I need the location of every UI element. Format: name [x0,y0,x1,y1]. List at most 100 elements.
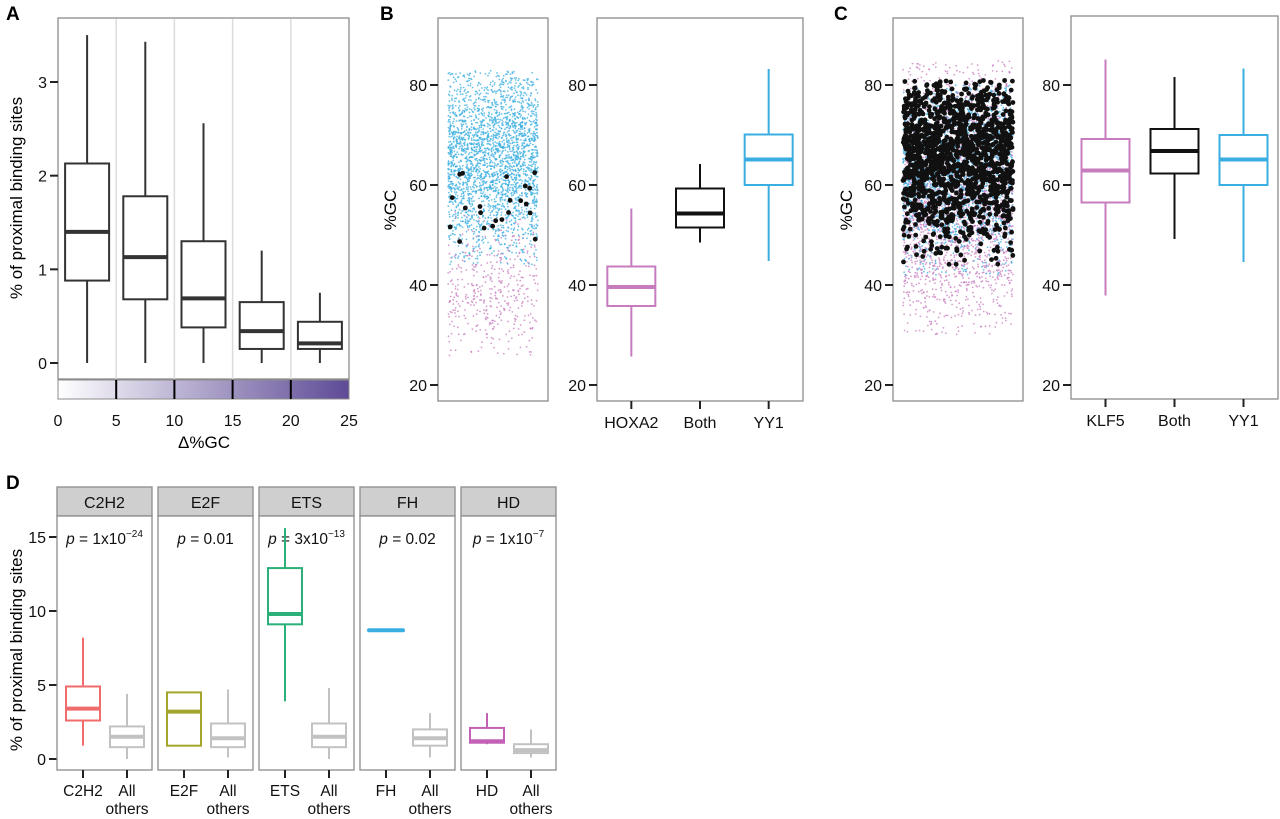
panel-b-scatter-point-yy1 [492,153,495,156]
panel-b-scatter-point-hoxa2 [499,288,502,291]
panel-b-scatter-point-yy1 [493,200,496,203]
panel-b-scatter-point-yy1 [471,134,474,137]
panel-b-scatter-point-yy1 [463,97,465,100]
panel-b-scatter-point-yy1 [473,168,475,171]
panel-b-scatter-point-hoxa2 [457,264,460,266]
panel-b-scatter-point-yy1 [489,140,492,142]
panel-b-scatter-point-yy1 [468,199,471,202]
panel-b-scatter-point-hoxa2 [475,301,477,304]
panel-b-scatter-point-yy1 [475,148,478,151]
panel-b-scatter-point-hoxa2 [503,308,506,310]
panel-c-scatter-point-klf5 [991,70,994,72]
panel-c-scatter-point-klf5 [958,270,960,273]
panel-b-scatter-point-yy1 [461,112,464,114]
panel-b-scatter-point-yy1 [520,206,523,209]
panel-b-scatter-point-hoxa2 [494,297,497,300]
panel-b-scatter-point-yy1 [532,81,534,84]
panel-c-scatter-point-klf5 [959,157,962,160]
panel-b-scatter-point-yy1 [532,151,534,154]
panel-b-scatter-point-yy1 [517,169,520,171]
panel-b-scatter-point-hoxa2 [485,318,487,321]
panel-c-scatter-point-klf5 [999,272,1001,274]
panel-b-scatter-point-yy1 [521,228,524,231]
panel-b-scatter-point-yy1 [476,146,479,148]
panel-b-scatter-point-yy1 [495,196,498,199]
panel-b-scatter-point-yy1 [500,101,503,104]
panel-b-scatter-point-yy1 [504,208,507,211]
panel-c-scatter-point-klf5 [958,260,961,262]
panel-c-scatter-ytick-label: 20 [864,378,882,395]
panel-b-scatter-point-hoxa2 [500,258,503,261]
panel-b-scatter-point-hoxa2 [453,296,456,299]
panel-b-scatter-point-yy1 [469,82,472,85]
panel-b-scatter-point-yy1 [456,126,459,129]
panel-b-scatter-point-yy1 [518,151,521,153]
panel-b-scatter-point-yy1 [532,134,534,137]
panel-b-scatter-point-yy1 [504,167,506,170]
panel-b-scatter-point-hoxa2 [507,272,510,275]
panel-c-scatter-point-klf5 [902,304,905,307]
panel-b-scatter-point-yy1 [512,70,515,73]
panel-b-scatter-point-yy1 [513,108,516,111]
panel-c-scatter-point-klf5 [904,282,906,285]
panel-b-scatter-point-yy1 [516,116,519,119]
panel-b-scatter-point-yy1 [502,179,505,181]
panel-b-scatter-point-hoxa2 [481,285,484,287]
panel-b-scatter-point-hoxa2 [453,325,455,327]
panel-b-scatter-point-yy1 [487,92,489,95]
panel-b-scatter-point-yy1 [493,123,496,125]
panel-b-scatter-point-yy1 [491,161,494,164]
panel-c-scatter-ytick-label: 60 [864,178,882,195]
panel-b-scatter-point-yy1 [492,136,495,139]
panel-b-scatter-point-yy1 [500,152,503,155]
panel-b-scatter-point-hoxa2 [490,267,493,270]
panel-b-scatter-point-yy1 [526,106,529,109]
panel-b-scatter-point-yy1 [458,176,460,179]
panel-b-scatter-point-yy1 [524,217,526,220]
panel-b-scatter-point-yy1 [524,173,527,175]
panel-b-scatter-point-yy1 [449,73,452,76]
panel-b-scatter-point-yy1 [533,184,536,187]
panel-b-scatter-point-yy1 [474,184,477,187]
panel-b-scatter-point-yy1 [513,185,516,188]
panel-b-scatter-point-yy1 [498,142,501,145]
panel-b-scatter-point-yy1 [466,199,469,202]
panel-b-scatter-point-yy1 [530,110,533,113]
panel-b-scatter-point-yy1 [468,77,470,80]
panel-c-scatter-point-klf5 [970,63,973,65]
panel-b-scatter-point-yy1 [467,194,470,197]
panel-c-scatter-point-klf5 [971,266,974,268]
panel-b-scatter-point-yy1 [468,224,471,227]
panel-b-scatter-point-yy1 [528,177,530,179]
panel-b-scatter-point-yy1 [447,114,450,117]
panel-b-scatter-point-yy1 [511,150,513,153]
panel-c-scatter-point-klf5 [978,303,981,306]
panel-c-scatter-point-klf5 [923,79,926,82]
panel-b-scatter-point-yy1 [515,214,517,217]
panel-b-scatter-point-yy1 [502,106,505,109]
panel-b-scatter-point-yy1 [509,125,512,128]
panel-b-scatter-point-yy1 [514,127,517,130]
panel-b-scatter-point-yy1 [453,170,455,173]
panel-c-scatter-point-klf5 [902,244,905,247]
panel-c-scatter-point-klf5 [991,265,994,268]
panel-b-scatter-point-yy1 [459,233,461,236]
panel-b-scatter-point-yy1 [497,189,500,191]
panel-b-scatter-point-yy1 [517,196,520,198]
panel-a-ytick-label: 2 [38,169,47,186]
panel-b-scatter-point-yy1 [486,162,488,165]
panel-b-scatter-point-yy1 [454,112,457,114]
panel-c-scatter-point-klf5 [954,315,956,317]
panel-b-scatter-point-yy1 [501,79,503,81]
panel-b-scatter-point-yy1 [470,215,473,218]
panel-b-scatter-point-yy1 [451,201,454,204]
panel-c-scatter-point-klf5 [962,273,964,276]
panel-b-scatter-point-yy1 [514,79,517,81]
panel-b-scatter-point-yy1 [470,188,473,191]
panel-b-scatter-point-yy1 [508,99,511,102]
panel-b-scatter-point-hoxa2 [490,305,493,308]
panel-b-scatter-point-yy1 [478,188,481,191]
panel-c-scatter-point-klf5 [934,66,937,69]
panel-b-scatter-point-yy1 [493,108,496,111]
panel-b-scatter-point-yy1 [480,178,482,181]
